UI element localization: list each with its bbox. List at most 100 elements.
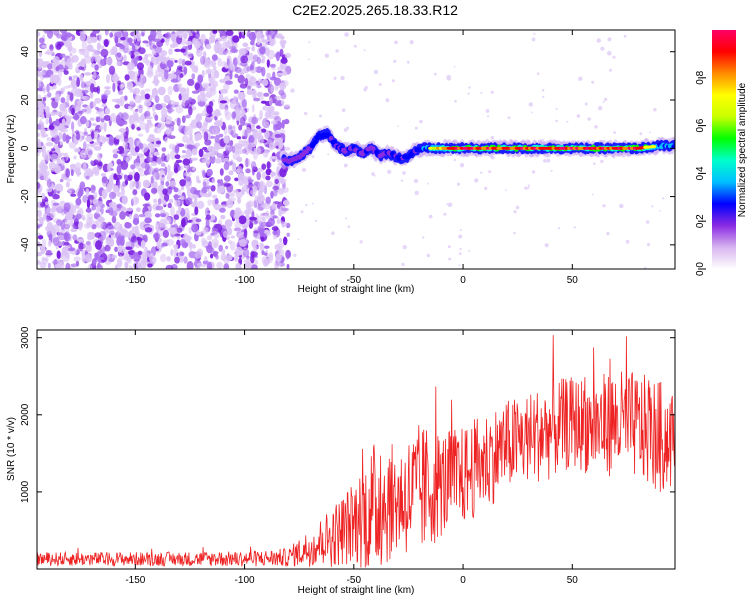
- noise-speckle: [230, 48, 239, 54]
- noise-speckle: [264, 252, 268, 256]
- noise-speckle: [62, 240, 66, 247]
- noise-speckle: [216, 261, 223, 269]
- noise-speckle: [192, 37, 197, 46]
- noise-speckle: [117, 191, 122, 198]
- noise-speckle: [474, 178, 479, 183]
- noise-speckle: [649, 131, 651, 134]
- noise-speckle: [85, 175, 90, 180]
- noise-speckle: [116, 150, 125, 154]
- noise-speckle: [524, 186, 528, 190]
- noise-speckle: [147, 263, 153, 268]
- ridge-peak: [651, 145, 657, 149]
- noise-speckle: [45, 201, 49, 205]
- noise-speckle: [92, 30, 100, 34]
- noise-speckle: [273, 111, 280, 116]
- noise-speckle: [134, 94, 143, 104]
- noise-speckle: [308, 41, 311, 44]
- noise-speckle: [596, 38, 602, 43]
- noise-speckle: [196, 179, 201, 184]
- noise-speckle: [189, 32, 193, 37]
- noise-speckle: [268, 142, 276, 149]
- noise-speckle: [363, 87, 368, 92]
- noise-speckle: [201, 186, 207, 194]
- noise-speckle: [133, 254, 142, 261]
- noise-speckle: [446, 74, 451, 80]
- noise-speckle: [75, 197, 82, 206]
- noise-speckle: [100, 118, 105, 123]
- noise-speckle: [178, 58, 183, 65]
- noise-speckle: [225, 145, 230, 148]
- noise-speckle: [114, 104, 120, 109]
- noise-speckle: [282, 71, 288, 76]
- noise-speckle: [142, 56, 149, 64]
- noise-speckle: [264, 121, 270, 128]
- noise-speckle: [207, 145, 215, 152]
- noise-speckle: [413, 178, 419, 184]
- noise-speckle: [116, 159, 122, 165]
- noise-speckle: [75, 132, 81, 141]
- noise-speckle: [576, 114, 581, 118]
- noise-speckle: [86, 143, 90, 149]
- noise-speckle: [161, 152, 167, 162]
- noise-speckle: [114, 264, 119, 269]
- y-tick-label: 20: [20, 94, 31, 106]
- noise-speckle: [81, 253, 86, 263]
- noise-speckle: [238, 172, 245, 182]
- noise-speckle: [159, 193, 164, 199]
- noise-speckle: [331, 231, 335, 235]
- noise-speckle: [273, 201, 280, 205]
- noise-speckle: [50, 111, 56, 117]
- noise-speckle: [433, 72, 437, 76]
- noise-speckle: [286, 232, 291, 237]
- noise-speckle: [234, 66, 242, 73]
- noise-speckle: [419, 119, 423, 124]
- noise-speckle: [242, 42, 249, 48]
- noise-speckle: [209, 154, 216, 164]
- noise-speckle: [100, 207, 104, 215]
- noise-speckle: [286, 263, 290, 269]
- noise-speckle: [195, 114, 202, 122]
- noise-speckle: [73, 256, 81, 262]
- colorbar-tick-label: 0.2: [695, 214, 706, 228]
- noise-speckle: [170, 33, 177, 43]
- noise-speckle: [78, 221, 83, 231]
- noise-speckle: [79, 31, 86, 42]
- noise-speckle: [89, 117, 95, 121]
- noise-speckle: [53, 30, 60, 36]
- noise-speckle: [130, 76, 139, 81]
- noise-speckle: [453, 66, 456, 68]
- noise-speckle: [333, 76, 337, 80]
- noise-speckle: [443, 212, 447, 216]
- noise-speckle: [37, 260, 41, 265]
- noise-speckle: [195, 231, 202, 236]
- noise-speckle: [86, 36, 93, 44]
- noise-speckle: [46, 83, 50, 93]
- noise-speckle: [237, 197, 242, 204]
- noise-speckle: [279, 167, 287, 178]
- noise-speckle: [48, 125, 55, 130]
- noise-speckle: [93, 191, 98, 199]
- noise-speckle: [167, 99, 176, 105]
- noise-speckle: [81, 95, 90, 101]
- noise-speckle: [447, 245, 451, 249]
- noise-speckle: [177, 143, 185, 148]
- noise-speckle: [82, 161, 87, 172]
- noise-speckle: [93, 87, 99, 93]
- noise-speckle: [142, 179, 151, 188]
- noise-speckle: [259, 243, 265, 252]
- noise-speckle: [625, 239, 630, 244]
- noise-speckle: [52, 194, 60, 200]
- spectrogram-panel: -150 -100 -50 0 50 -40 -20 0 20 40 Height of str…: [6, 29, 676, 295]
- noise-speckle: [37, 138, 42, 149]
- noise-speckle: [513, 210, 517, 214]
- noise-speckle: [94, 200, 103, 208]
- noise-speckle: [261, 256, 268, 264]
- snr-x-label: Height of straight line (km): [298, 585, 415, 596]
- noise-speckle: [226, 221, 232, 229]
- noise-speckle: [46, 178, 52, 188]
- noise-speckle: [312, 202, 314, 205]
- noise-speckle: [270, 170, 275, 178]
- noise-speckle: [179, 239, 186, 246]
- noise-speckle: [73, 155, 77, 160]
